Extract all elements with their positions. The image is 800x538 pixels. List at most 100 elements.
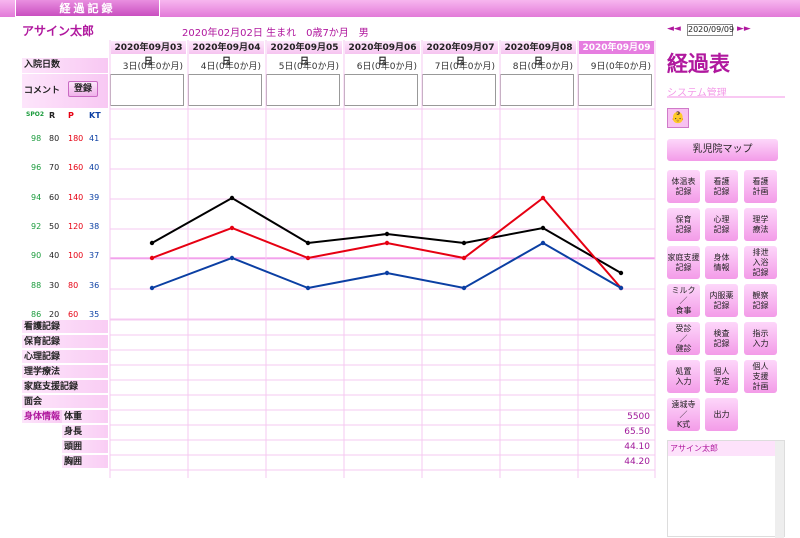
body-measure-name: 身長	[62, 425, 108, 439]
axis-tick-label: 20	[49, 309, 60, 319]
comment-field[interactable]	[578, 74, 652, 106]
data-point-KT	[305, 285, 311, 291]
data-point-KT	[618, 285, 624, 291]
record-section-row[interactable]: 保育記録	[22, 335, 108, 349]
function-button[interactable]: 家庭支援 記録	[667, 246, 700, 279]
body-measure-name: 胸囲	[62, 455, 108, 469]
axis-tick-label: 80	[49, 134, 60, 143]
record-section-row[interactable]: 面会	[22, 395, 108, 409]
function-button[interactable]: 身体 情報	[705, 246, 738, 279]
admission-day-cell: 5日(0年0か月)	[278, 62, 339, 72]
data-point-KT	[229, 255, 235, 261]
data-point-R	[384, 231, 390, 237]
data-point-KT	[384, 270, 390, 276]
comment-field[interactable]	[188, 74, 262, 106]
sidebar-title: 経過表	[667, 52, 730, 76]
record-section-row[interactable]: 心理記録	[22, 350, 108, 364]
date-header[interactable]: 2020年09月05日	[266, 40, 343, 67]
comment-field[interactable]	[500, 74, 574, 106]
patient-list-item[interactable]: アサイン太郎	[668, 441, 784, 456]
data-point-P	[461, 255, 467, 261]
axis-tick-label: 96	[31, 163, 42, 173]
function-button[interactable]: 処置 入力	[667, 360, 700, 393]
record-section-row[interactable]: 理学療法	[22, 365, 108, 379]
admission-day-cell: 8日(0年0か月)	[512, 62, 573, 72]
axis-tick-label: 41	[89, 134, 100, 143]
axis-tick-label: 39	[89, 192, 100, 202]
axis-tick-label: 180	[68, 134, 84, 143]
system-admin-link[interactable]: システム管理	[667, 88, 727, 99]
data-point-P	[229, 225, 235, 231]
axis-header: P	[68, 111, 74, 120]
date-header[interactable]: 2020年09月03日	[110, 40, 187, 67]
comment-field[interactable]	[266, 74, 340, 106]
body-measure-value: 44.10	[624, 442, 650, 452]
function-button[interactable]: 内服薬 記録	[705, 284, 738, 317]
axis-header: KT	[89, 111, 101, 120]
date-header[interactable]: 2020年09月08日	[500, 40, 577, 67]
function-button[interactable]: 検査 記録	[705, 322, 738, 355]
axis-tick-label: 40	[49, 251, 60, 261]
function-button[interactable]: 理学 療法	[744, 208, 777, 241]
function-button[interactable]: ミルク ／ 食事	[667, 284, 700, 317]
nursery-map-button[interactable]: 乳児院マップ	[667, 139, 778, 161]
data-point-R	[461, 240, 467, 246]
function-button[interactable]: 看護 計画	[744, 170, 777, 203]
date-header[interactable]: 2020年09月04日	[188, 40, 265, 67]
body-measure-name: 体重	[62, 410, 108, 424]
register-button[interactable]: 登録	[68, 81, 98, 97]
scrollbar[interactable]	[775, 441, 784, 538]
function-button[interactable]: 遠城寺 ／ K式	[667, 398, 700, 431]
series-line-R	[151, 196, 622, 274]
data-point-P	[384, 240, 390, 246]
function-button[interactable]: 受診 ／ 健診	[667, 322, 700, 355]
data-point-P	[305, 255, 311, 261]
comment-field[interactable]	[110, 74, 184, 106]
function-button[interactable]: 心理 記録	[705, 208, 738, 241]
date-header[interactable]: 2020年09月09日	[578, 40, 655, 67]
function-button[interactable]: 排泄 入浴 記録	[744, 246, 777, 279]
sidebar-divider	[667, 96, 785, 98]
admission-day-cell: 9日(0年0か月)	[590, 62, 651, 72]
comment-field[interactable]	[344, 74, 418, 106]
axis-tick-label: 86	[31, 309, 42, 319]
function-button[interactable]: 個人 支援 計画	[744, 360, 777, 393]
axis-tick-label: 92	[31, 221, 42, 231]
axis-tick-label: 60	[49, 192, 60, 202]
data-point-R	[229, 195, 235, 201]
top-bar	[0, 0, 800, 17]
axis-tick-label: 98	[31, 134, 42, 143]
date-header[interactable]: 2020年09月06日	[344, 40, 421, 67]
function-button[interactable]: 体温表 記録	[667, 170, 700, 203]
function-button[interactable]: 看護 記録	[705, 170, 738, 203]
birth-info: 2020年02月02日 生まれ 0歳7か月 男	[182, 28, 369, 39]
date-next-nav[interactable]: ►►	[737, 24, 751, 34]
data-point-R	[540, 225, 546, 231]
axis-tick-label: 30	[49, 280, 60, 290]
data-point-KT	[461, 285, 467, 291]
body-measure-value: 5500	[627, 412, 650, 422]
patient-name: アサイン太郎	[22, 24, 95, 38]
record-section-row[interactable]: 家庭支援記録	[22, 380, 108, 394]
date-prev-nav[interactable]: ◄◄	[667, 24, 681, 34]
record-section-row[interactable]: 看護記録	[22, 320, 108, 334]
date-field[interactable]: 2020/09/09	[687, 24, 735, 36]
axis-tick-label: 140	[68, 192, 84, 202]
axis-header: SPO2	[26, 111, 44, 118]
body-measure-name: 頭囲	[62, 440, 108, 454]
function-button[interactable]: 観察 記録	[744, 284, 777, 317]
patient-list[interactable]: アサイン太郎	[667, 440, 785, 538]
function-button[interactable]: 保育 記録	[667, 208, 700, 241]
function-button[interactable]: 出力	[705, 398, 738, 431]
axis-tick-label: 38	[89, 221, 100, 231]
data-point-KT	[149, 285, 155, 291]
data-point-KT	[540, 240, 546, 246]
function-button[interactable]: 個人 予定	[705, 360, 738, 393]
baby-icon[interactable]: 👶	[667, 108, 689, 128]
function-button[interactable]: 指示 入力	[744, 322, 777, 355]
tab-progress-record[interactable]: 経過記録	[15, 0, 160, 17]
comment-field[interactable]	[422, 74, 496, 106]
data-point-R	[618, 270, 624, 276]
date-header[interactable]: 2020年09月07日	[422, 40, 499, 67]
axis-tick-label: 60	[68, 309, 79, 319]
